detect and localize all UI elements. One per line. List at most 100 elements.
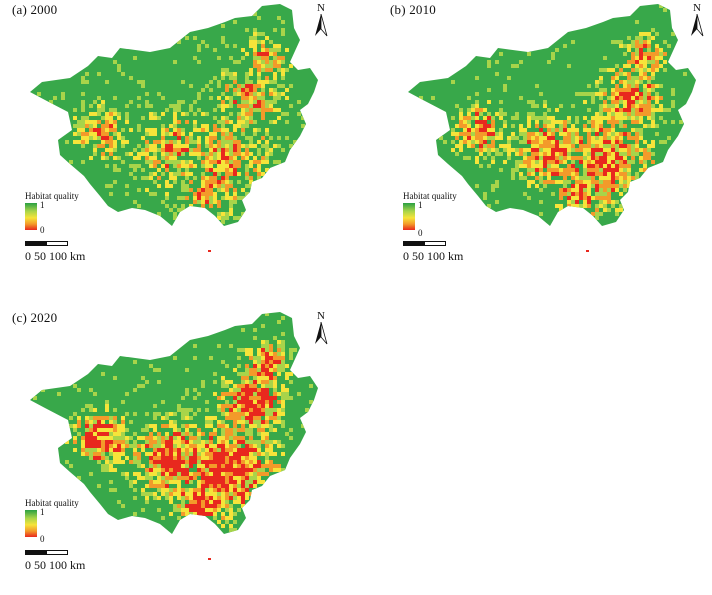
raster-cell xyxy=(201,180,205,184)
raster-cell xyxy=(523,156,527,160)
island xyxy=(208,558,211,560)
raster-cell xyxy=(153,424,157,428)
raster-cell xyxy=(109,444,113,448)
raster-cell xyxy=(643,168,647,172)
raster-cell xyxy=(261,80,265,84)
raster-cell xyxy=(635,128,639,132)
raster-cell xyxy=(113,144,117,148)
raster-cell xyxy=(595,144,599,148)
raster-cell xyxy=(165,496,169,500)
raster-cell xyxy=(277,440,281,444)
raster-cell xyxy=(85,428,89,432)
raster-cell xyxy=(133,488,137,492)
raster-cell xyxy=(201,124,205,128)
raster-cell xyxy=(507,136,511,140)
raster-cell xyxy=(559,196,563,200)
raster-cell xyxy=(133,444,137,448)
scale-bar-label: 0 50 100 km xyxy=(403,249,464,263)
raster-cell xyxy=(225,120,229,124)
raster-cell xyxy=(269,152,273,156)
raster-cell xyxy=(467,144,471,148)
raster-cell xyxy=(535,168,539,172)
raster-cell xyxy=(273,28,277,32)
raster-cell xyxy=(101,464,105,468)
raster-cell xyxy=(277,56,281,60)
raster-cell xyxy=(261,464,265,468)
north-arrow-icon xyxy=(691,13,704,37)
raster-cell xyxy=(177,440,181,444)
raster-cell xyxy=(623,160,627,164)
raster-cell xyxy=(253,368,257,372)
raster-cell xyxy=(277,84,281,88)
raster-cell xyxy=(523,148,527,152)
raster-cell xyxy=(459,120,463,124)
raster-cell xyxy=(543,124,547,128)
raster-cell xyxy=(539,152,543,156)
raster-cell xyxy=(201,128,205,132)
raster-cell xyxy=(229,120,233,124)
raster-cell xyxy=(101,440,105,444)
raster-cell xyxy=(93,444,97,448)
raster-cell xyxy=(269,444,273,448)
raster-cell xyxy=(121,72,125,76)
raster-cell xyxy=(225,96,229,100)
raster-cell xyxy=(229,512,233,516)
raster-cell xyxy=(587,156,591,160)
raster-cell xyxy=(213,504,217,508)
raster-cell xyxy=(563,124,567,128)
raster-cell xyxy=(269,372,273,376)
raster-cell xyxy=(611,180,615,184)
raster-cell xyxy=(257,52,261,56)
raster-cell xyxy=(249,40,253,44)
raster-cell xyxy=(245,444,249,448)
raster-cell xyxy=(225,184,229,188)
raster-cell xyxy=(237,488,241,492)
raster-cell xyxy=(261,472,265,476)
raster-cell xyxy=(583,192,587,196)
raster-cell xyxy=(193,500,197,504)
raster-cell xyxy=(157,412,161,416)
raster-cell xyxy=(181,172,185,176)
raster-cell xyxy=(213,452,217,456)
raster-cell xyxy=(205,420,209,424)
raster-cell xyxy=(615,88,619,92)
raster-cell xyxy=(249,348,253,352)
raster-cell xyxy=(571,168,575,172)
raster-cell xyxy=(225,168,229,172)
raster-cell xyxy=(221,452,225,456)
raster-cell xyxy=(221,392,225,396)
raster-cell xyxy=(113,112,117,116)
raster-cell xyxy=(551,180,555,184)
raster-cell xyxy=(145,144,149,148)
raster-cell xyxy=(611,120,615,124)
raster-cell xyxy=(193,56,197,60)
raster-cell xyxy=(635,92,639,96)
raster-cell xyxy=(463,116,467,120)
raster-cell xyxy=(257,392,261,396)
raster-cell xyxy=(145,92,149,96)
raster-cell xyxy=(209,424,213,428)
raster-cell xyxy=(635,40,639,44)
raster-cell xyxy=(241,392,245,396)
raster-cell xyxy=(173,144,177,148)
raster-cell xyxy=(543,156,547,160)
raster-cell xyxy=(237,356,241,360)
raster-cell xyxy=(253,380,257,384)
raster-cell xyxy=(189,188,193,192)
raster-cell xyxy=(217,144,221,148)
raster-cell xyxy=(535,104,539,108)
raster-cell xyxy=(85,80,89,84)
raster-cell xyxy=(611,128,615,132)
raster-cell xyxy=(197,444,201,448)
raster-cell xyxy=(539,200,543,204)
raster-cell xyxy=(257,80,261,84)
raster-cell xyxy=(189,444,193,448)
raster-cell xyxy=(197,128,201,132)
raster-cell xyxy=(233,520,237,524)
raster-cell xyxy=(93,432,97,436)
raster-cell xyxy=(105,456,109,460)
raster-cell xyxy=(261,92,265,96)
raster-cell xyxy=(591,180,595,184)
raster-cell xyxy=(443,140,447,144)
raster-cell xyxy=(49,100,53,104)
